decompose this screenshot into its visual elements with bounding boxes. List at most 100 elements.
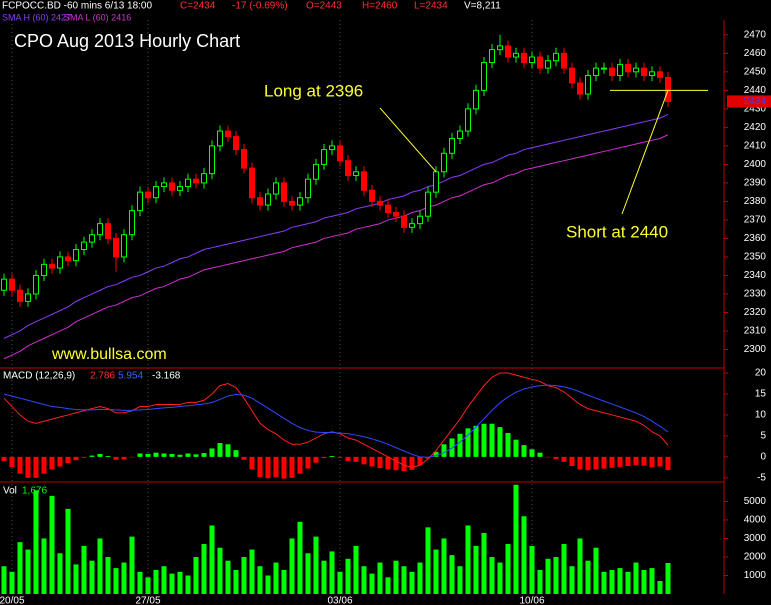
- candle-body: [577, 82, 583, 95]
- x-tick-label: 27/05: [135, 596, 160, 605]
- candle-body: [521, 52, 527, 64]
- y-tick-label: 2370: [744, 215, 767, 226]
- histogram-bar: [489, 423, 495, 457]
- histogram-bar: [121, 456, 127, 460]
- histogram-bar: [625, 456, 631, 467]
- legend-entry: SMA L (60) 2416: [64, 12, 131, 22]
- candle-body: [369, 189, 375, 202]
- annotation: Long at 2396: [264, 81, 363, 100]
- candle-body: [17, 289, 23, 302]
- candle-body: [481, 62, 487, 91]
- candle-body: [153, 186, 159, 199]
- header-text: V=8,211: [464, 1, 501, 12]
- candle-body: [561, 52, 567, 69]
- candle-body: [529, 56, 535, 64]
- volume-bar: [617, 568, 623, 594]
- histogram-bar: [273, 456, 279, 478]
- y-tick-label: 4000: [744, 515, 767, 526]
- candle-body: [113, 237, 119, 258]
- volume-bar: [113, 568, 119, 594]
- histogram-bar: [545, 456, 551, 458]
- candle-body: [57, 256, 63, 269]
- volume-bar: [41, 538, 47, 594]
- y-tick-label: 2330: [744, 289, 767, 300]
- y-tick-label: 2400: [744, 159, 767, 170]
- candle-body: [249, 167, 255, 199]
- volume-bar: [49, 495, 55, 594]
- candle-body: [233, 136, 239, 151]
- candle-body: [137, 191, 143, 212]
- candle-body: [81, 241, 87, 251]
- y-tick-label: 2430: [744, 103, 767, 114]
- x-tick-label: 03/06: [327, 596, 352, 605]
- histogram-bar: [177, 454, 183, 457]
- volume-bar: [409, 571, 415, 594]
- histogram-bar: [153, 452, 159, 457]
- volume-bar: [353, 545, 359, 594]
- header-text: -3.168: [152, 371, 181, 382]
- histogram-bar: [505, 432, 511, 457]
- header-text: Vol: [3, 486, 17, 497]
- y-tick-label: 2320: [744, 307, 767, 318]
- histogram-bar: [281, 456, 287, 479]
- volume-bar: [73, 564, 79, 594]
- volume-bar: [417, 562, 423, 594]
- candle-body: [657, 71, 663, 78]
- histogram-bar: [113, 456, 119, 460]
- candle-body: [65, 256, 71, 262]
- sma-line: [3, 113, 669, 339]
- histogram-bar: [369, 456, 375, 467]
- header-text: O=2443: [306, 1, 342, 12]
- histogram-bar: [361, 456, 367, 465]
- volume-bar: [297, 521, 303, 594]
- histogram-bar: [393, 456, 399, 471]
- volume-bar: [185, 575, 191, 594]
- x-tick-label: 10/06: [519, 596, 544, 605]
- volume-bar: [121, 562, 127, 594]
- volume-bar: [233, 569, 239, 594]
- histogram-bar: [73, 456, 79, 461]
- y-tick-label: 20: [755, 368, 767, 379]
- histogram-bar: [329, 456, 335, 457]
- volume-bar: [177, 571, 183, 594]
- histogram-bar: [649, 456, 655, 468]
- volume-bar: [473, 545, 479, 594]
- volume-bar: [57, 553, 63, 594]
- histogram-bar: [513, 439, 519, 457]
- y-tick-label: 2360: [744, 233, 767, 244]
- volume-bar: [161, 566, 167, 594]
- histogram-bar: [417, 456, 423, 466]
- histogram-bar: [185, 453, 191, 457]
- candle-body: [625, 63, 631, 73]
- y-tick-label: 5: [760, 431, 766, 442]
- histogram-bar: [145, 453, 151, 457]
- volume-bar: [305, 553, 311, 594]
- candle-body: [193, 178, 199, 184]
- candle-body: [401, 215, 407, 228]
- histogram-bar: [9, 456, 15, 468]
- volume-bar: [369, 573, 375, 594]
- histogram-bar: [521, 445, 527, 457]
- volume-bar: [193, 556, 199, 594]
- histogram-bar: [433, 451, 439, 457]
- volume-bar: [265, 575, 271, 594]
- volume-bar: [497, 562, 503, 594]
- candle-body: [361, 171, 367, 191]
- volume-bar: [585, 560, 591, 594]
- volume-bar: [217, 547, 223, 594]
- histogram-bar: [193, 454, 199, 457]
- candle-body: [585, 75, 591, 95]
- y-tick-label: 2450: [744, 66, 767, 77]
- histogram-bar: [601, 456, 607, 469]
- volume-bar: [393, 560, 399, 594]
- volume-bar: [313, 536, 319, 594]
- histogram-bar: [1, 456, 7, 462]
- histogram-bar: [529, 449, 535, 457]
- histogram-bar: [289, 456, 295, 478]
- y-tick-label: 2340: [744, 270, 767, 281]
- y-tick-label: 2440: [744, 85, 767, 96]
- volume-bar: [145, 577, 151, 594]
- candle-body: [289, 200, 295, 206]
